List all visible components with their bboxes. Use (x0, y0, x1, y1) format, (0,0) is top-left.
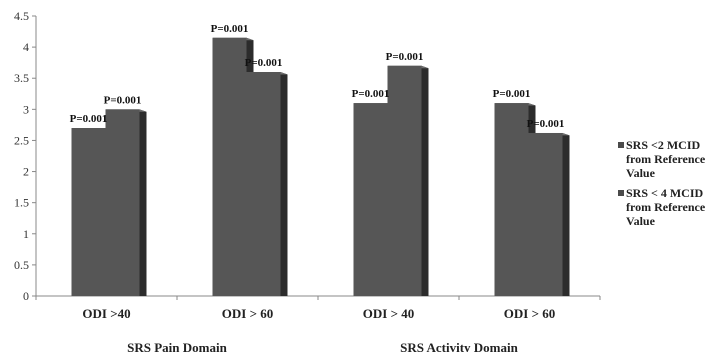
y-tick-label: 1 (23, 227, 29, 241)
x-category-label: ODI > 40 (363, 306, 414, 321)
y-tick-label: 1.5 (14, 196, 29, 210)
chart-labels: P=0.001 P=0.001 P=0.001 P=0.001 P=0.001 P=0.0… (70, 23, 565, 352)
y-tick-label: 2 (23, 165, 29, 179)
bar-side (280, 72, 288, 296)
data-label: P=0.001 (352, 88, 390, 100)
y-tick-label: 2.5 (14, 133, 29, 147)
data-label: P=0.001 (104, 94, 142, 106)
x-category-label: ODI >40 (82, 306, 130, 321)
bar (528, 132, 563, 296)
x-category-label: ODI > 60 (504, 306, 555, 321)
bar (212, 37, 247, 297)
bar (494, 103, 529, 296)
legend-swatch-series-2 (618, 190, 624, 196)
data-label: P=0.001 (70, 113, 108, 125)
bar (71, 128, 106, 296)
bar-side (562, 132, 570, 296)
y-tick-label: 3 (23, 102, 29, 116)
y-tick-label: 3.5 (14, 71, 29, 85)
y-tick-label: 4.5 (14, 9, 29, 23)
x-group-label: SRS Activity Domain (400, 340, 519, 352)
x-category-label: ODI > 60 (222, 306, 273, 321)
data-label: P=0.001 (211, 23, 249, 35)
chart-legend: SRS <2 MCID from Reference Value SRS < 4… (618, 138, 710, 234)
bar (105, 109, 140, 296)
data-label: P=0.001 (527, 118, 565, 130)
data-label: P=0.001 (493, 88, 531, 100)
bar-side (421, 65, 429, 297)
bar (246, 72, 281, 296)
legend-label-series-2: SRS < 4 MCID from Reference Value (626, 186, 706, 228)
y-tick-label: 0.5 (14, 258, 29, 272)
chart-bars (71, 37, 570, 297)
data-label: P=0.001 (245, 57, 283, 69)
legend-item-series-2: SRS < 4 MCID from Reference Value (618, 186, 710, 228)
legend-item-series-1: SRS <2 MCID from Reference Value (618, 138, 710, 180)
y-tick-label: 0 (23, 289, 29, 303)
bar (387, 65, 422, 297)
data-label: P=0.001 (386, 51, 424, 63)
legend-swatch-series-1 (618, 142, 624, 148)
legend-label-series-1: SRS <2 MCID from Reference Value (626, 138, 706, 180)
y-tick-label: 4 (23, 40, 29, 54)
bar (353, 103, 388, 296)
bar-side (139, 109, 147, 296)
x-group-label: SRS Pain Domain (127, 340, 227, 352)
